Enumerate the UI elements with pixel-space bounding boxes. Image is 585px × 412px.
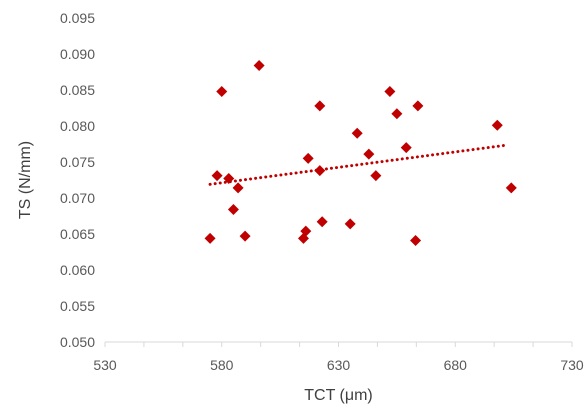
data-point (412, 100, 424, 112)
y-axis-title: TS (N/mm) (17, 141, 34, 219)
y-axis-ticks: 0.050 0.055 0.060 0.065 0.070 0.075 0.080 0.085… (60, 10, 95, 350)
data-point (314, 165, 326, 177)
data-point (363, 148, 375, 160)
data-point (491, 119, 503, 131)
y-tick-label: 0.090 (60, 46, 95, 62)
data-point (410, 234, 422, 246)
y-tick-label: 0.070 (60, 190, 95, 206)
trendline (208, 143, 506, 186)
y-tick-label: 0.095 (60, 10, 95, 26)
data-point (239, 230, 251, 242)
x-tick-label: 630 (327, 357, 351, 373)
data-point (316, 216, 328, 228)
y-tick-label: 0.060 (60, 262, 95, 278)
data-point (223, 173, 235, 185)
x-tick-label: 730 (560, 357, 584, 373)
x-tick-label: 580 (210, 357, 234, 373)
data-point (302, 152, 314, 164)
data-point (505, 182, 517, 194)
y-tick-label: 0.075 (60, 154, 95, 170)
data-point (370, 170, 382, 182)
x-tick-label: 680 (444, 357, 468, 373)
data-point (391, 108, 403, 120)
x-axis-ticks: 530 580 630 680 730 (93, 342, 584, 373)
y-tick-label: 0.080 (60, 118, 95, 134)
y-tick-label: 0.065 (60, 226, 95, 242)
x-tick-label: 530 (93, 357, 117, 373)
y-tick-label: 0.055 (60, 298, 95, 314)
data-point (216, 85, 228, 97)
data-point (400, 142, 412, 154)
y-tick-label: 0.050 (60, 334, 95, 350)
x-axis-title: TCT (μm) (304, 387, 372, 404)
data-point (300, 225, 312, 237)
data-point (232, 182, 244, 194)
data-point (351, 127, 363, 139)
data-point (384, 85, 396, 97)
data-point (204, 232, 216, 244)
y-tick-label: 0.085 (60, 82, 95, 98)
data-point (253, 60, 265, 72)
data-point (211, 170, 223, 182)
data-point (227, 204, 239, 216)
data-point (314, 100, 326, 112)
data-points (204, 60, 517, 246)
data-point (344, 218, 356, 230)
